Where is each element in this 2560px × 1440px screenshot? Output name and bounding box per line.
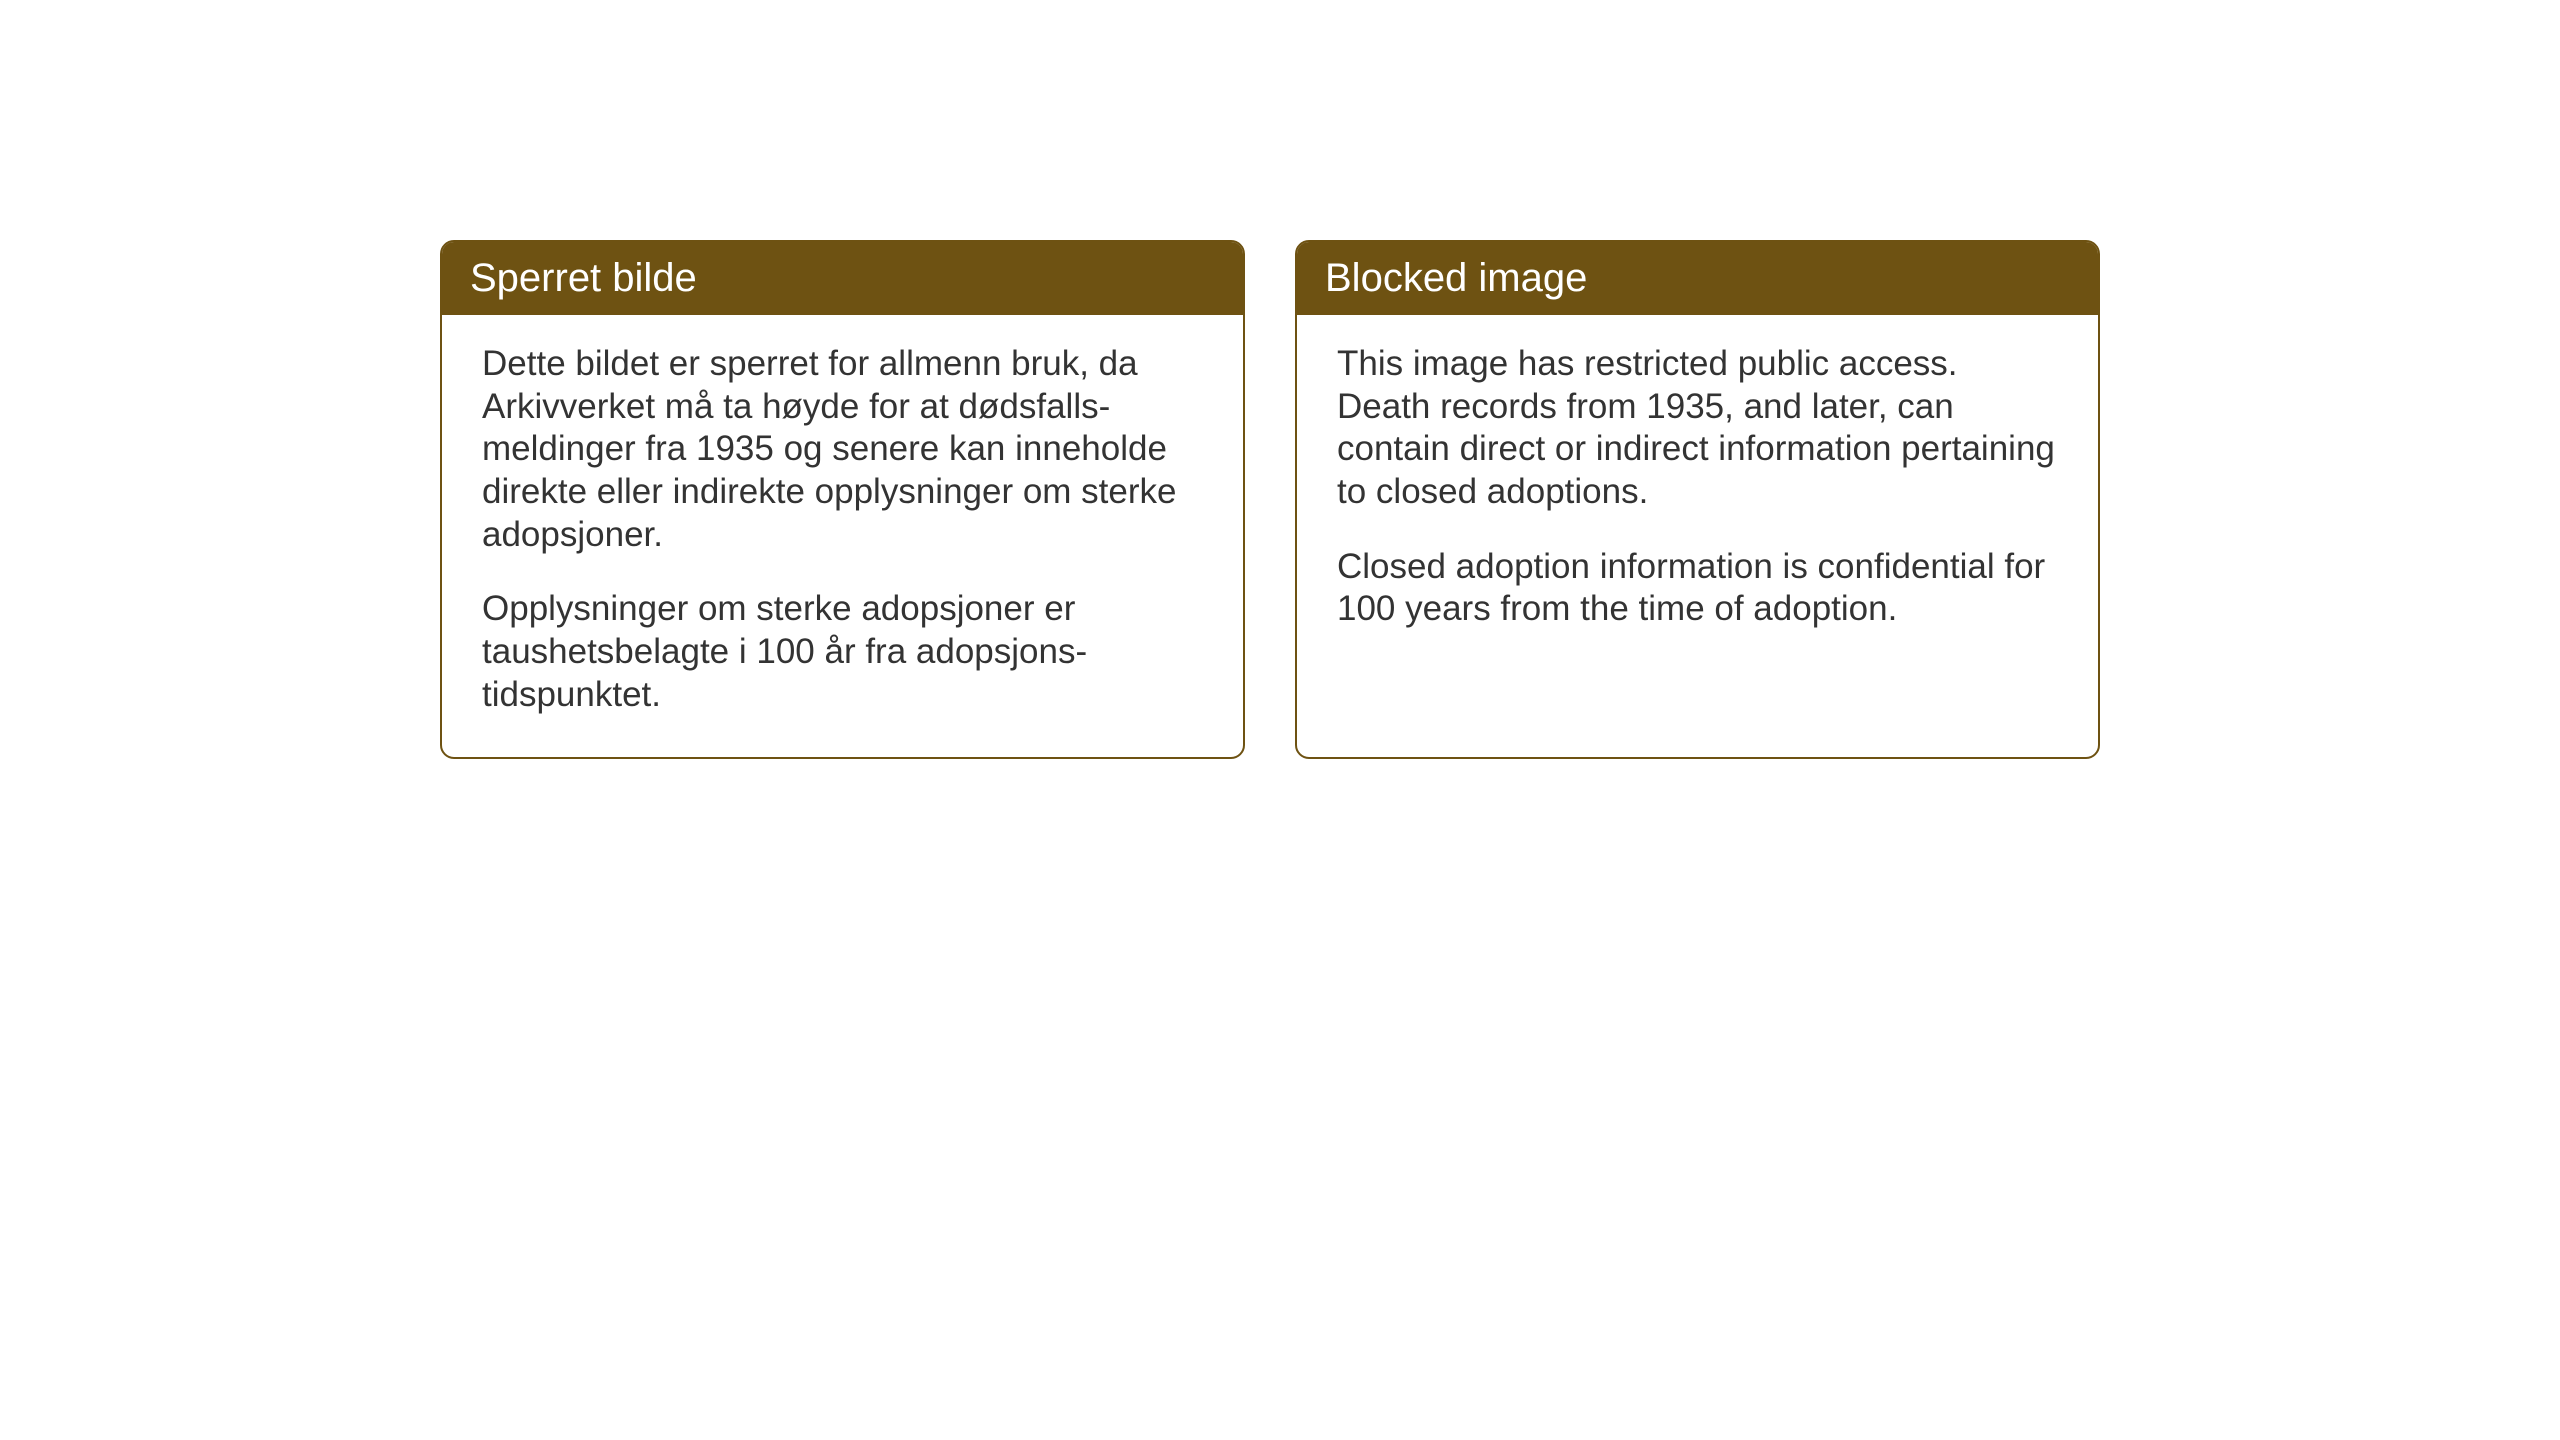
card-body-norwegian: Dette bildet er sperret for allmenn bruk… bbox=[442, 315, 1243, 757]
card-header-english: Blocked image bbox=[1297, 242, 2098, 315]
card-english: Blocked image This image has restricted … bbox=[1295, 240, 2100, 759]
cards-container: Sperret bilde Dette bildet er sperret fo… bbox=[440, 240, 2100, 759]
paragraph-text: This image has restricted public access.… bbox=[1337, 343, 2058, 514]
card-norwegian: Sperret bilde Dette bildet er sperret fo… bbox=[440, 240, 1245, 759]
card-body-english: This image has restricted public access.… bbox=[1297, 315, 2098, 671]
card-header-norwegian: Sperret bilde bbox=[442, 242, 1243, 315]
paragraph-text: Dette bildet er sperret for allmenn bruk… bbox=[482, 343, 1203, 556]
paragraph-text: Closed adoption information is confident… bbox=[1337, 546, 2058, 631]
paragraph-text: Opplysninger om sterke adopsjoner er tau… bbox=[482, 588, 1203, 716]
